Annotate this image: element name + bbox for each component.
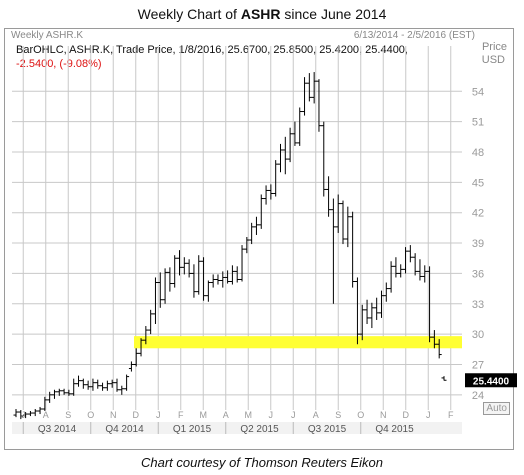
quarter-label: Q4 2014 (105, 424, 144, 435)
month-tick-label: A (313, 410, 319, 420)
month-tick-label: J (156, 410, 161, 420)
month-tick-label: J (426, 410, 431, 420)
quarter-label: Q3 2015 (308, 424, 347, 435)
ohlc-info-line: BarOHLC, ASHR.K, Trade Price, 1/8/2016, … (16, 44, 408, 56)
price-tick-label: 24 (472, 390, 484, 402)
month-tick-label: D (403, 410, 410, 420)
month-tick-label: A (43, 410, 49, 420)
month-tick-label: F (178, 410, 184, 420)
price-tick-label: 36 (472, 268, 484, 280)
month-tick-label: O (357, 410, 364, 420)
chart-title: Weekly Chart of ASHR since June 2014 (0, 6, 524, 22)
quarter-label: Q3 2014 (38, 424, 77, 435)
month-tick-label: S (65, 410, 71, 420)
month-tick-label: J (21, 410, 26, 420)
price-tick-label: 51 (472, 117, 484, 129)
price-tick-label: 48 (472, 147, 484, 159)
panel-symbol: Weekly ASHR.K (11, 30, 84, 41)
price-tick-label: 54 (472, 86, 484, 98)
price-tick-label: 30 (472, 329, 484, 341)
price-tick-label: 27 (472, 359, 484, 371)
last-price-tag (465, 373, 517, 388)
price-tick-label: 39 (472, 238, 484, 250)
month-tick-label: A (223, 410, 229, 420)
price-axis-label: Price (481, 41, 507, 53)
month-tick-label: S (335, 410, 341, 420)
price-tick-label: 45 (472, 177, 484, 189)
chart-panel: Weekly ASHR.K 6/13/2014 - 2/5/2016 (EST)… (4, 28, 514, 450)
quarter-label: Q2 2015 (240, 424, 279, 435)
last-price-tag-label: 25.4400 (473, 376, 510, 387)
currency-label: USD (481, 54, 505, 66)
auto-scale-button[interactable]: Auto (483, 402, 510, 415)
panel-date-range: 6/13/2014 - 2/5/2016 (EST) (353, 30, 475, 41)
price-tick-label: 33 (472, 299, 484, 311)
support-band (134, 336, 462, 349)
month-tick-label: D (133, 410, 140, 420)
month-tick-label: J (269, 410, 274, 420)
title-suffix: since June 2014 (284, 6, 387, 22)
month-tick-label: O (87, 410, 94, 420)
month-tick-label: M (200, 410, 208, 420)
quarter-band (12, 422, 462, 434)
month-tick-label: N (380, 410, 387, 420)
ohlc-change: -2.5400, (-9.08%) (16, 58, 102, 70)
month-tick-label: M (245, 410, 253, 420)
month-tick-label: J (291, 410, 296, 420)
title-symbol: ASHR (240, 6, 281, 22)
month-tick-label: N (110, 410, 117, 420)
price-tick-label: 42 (472, 208, 484, 220)
chart-caption: Chart courtesy of Thomson Reuters Eikon (140, 455, 384, 470)
title-prefix: Weekly Chart of (137, 6, 237, 22)
quarter-label: Q1 2015 (173, 424, 212, 435)
quarter-label: Q4 2015 (375, 424, 414, 435)
month-tick-label: F (448, 410, 454, 420)
